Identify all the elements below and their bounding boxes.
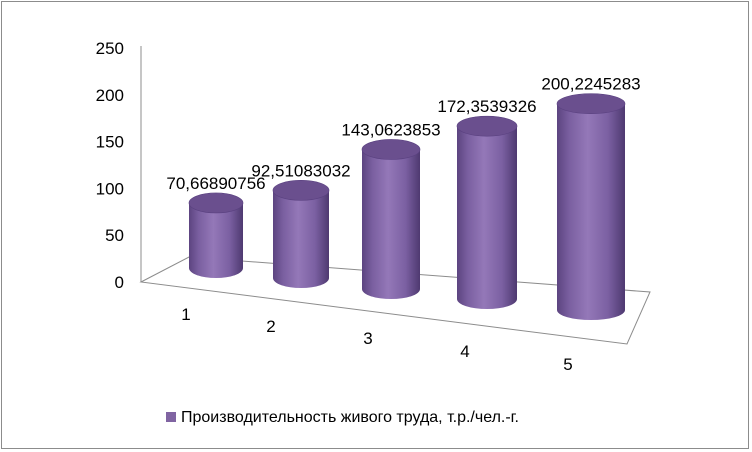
y-tick-label: 50 xyxy=(105,226,124,245)
bar-5 xyxy=(556,93,626,320)
bar-top xyxy=(456,115,518,137)
legend-swatch xyxy=(166,412,176,422)
x-tick-label: 2 xyxy=(266,317,275,336)
data-label: 200,2245283 xyxy=(541,75,640,94)
bar-body xyxy=(457,126,517,309)
bar-3 xyxy=(361,139,421,299)
legend-label: Производительность живого труда, т.р./че… xyxy=(181,409,519,426)
bar-top xyxy=(188,192,244,214)
chart-floor xyxy=(139,256,651,345)
y-axis-ticks: 0 50 100 150 200 250 xyxy=(96,39,124,292)
bar-body xyxy=(273,190,329,288)
bar-top xyxy=(272,180,330,201)
chart-bars xyxy=(188,93,626,320)
x-tick-label: 5 xyxy=(563,355,572,374)
x-tick-label: 1 xyxy=(181,305,190,324)
data-label: 172,3539326 xyxy=(437,97,536,116)
y-tick-label: 200 xyxy=(96,86,124,105)
data-label: 92,51083032 xyxy=(251,161,350,180)
x-axis-categories: 1 2 3 4 5 xyxy=(181,305,572,374)
legend: Производительность живого труда, т.р./че… xyxy=(166,409,519,426)
x-tick-label: 3 xyxy=(363,329,372,348)
data-label: 143,0623853 xyxy=(341,120,440,139)
y-tick-label: 0 xyxy=(115,273,124,292)
bar-2 xyxy=(272,180,330,288)
bar-1 xyxy=(188,192,244,278)
bar-body xyxy=(557,103,625,320)
x-tick-label: 4 xyxy=(460,342,469,361)
data-label: 70,66890756 xyxy=(166,174,265,193)
y-tick-label: 100 xyxy=(96,179,124,198)
bar-body xyxy=(189,202,243,278)
bar-top xyxy=(556,93,626,114)
bar-body xyxy=(362,149,420,299)
y-tick-label: 150 xyxy=(96,133,124,152)
chart-axes xyxy=(139,46,651,345)
y-tick-label: 250 xyxy=(96,39,124,58)
bar-top xyxy=(361,139,421,160)
bar-4 xyxy=(456,115,518,309)
